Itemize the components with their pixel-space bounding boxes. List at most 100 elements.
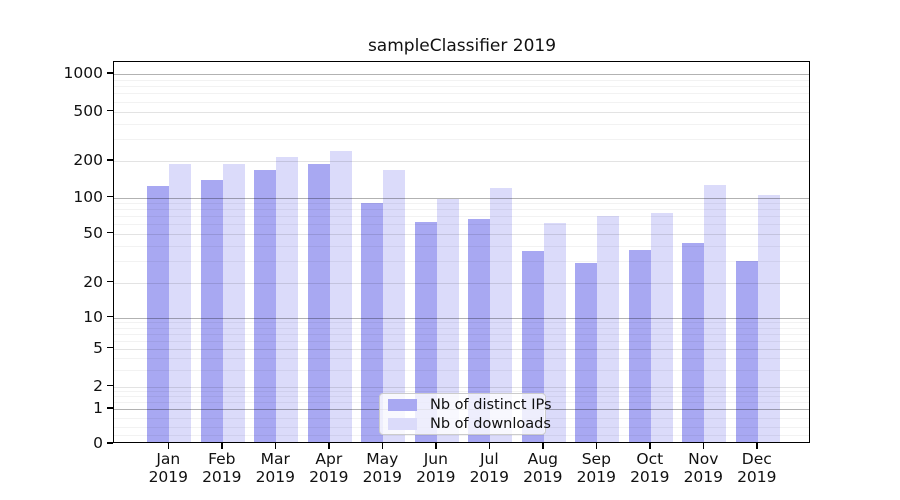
x-axis-tick (435, 443, 437, 449)
x-axis-tick-label: Oct 2019 (630, 450, 670, 486)
x-axis-tick-label: Apr 2019 (309, 450, 349, 486)
x-axis-tick-label: Mar 2019 (255, 450, 296, 486)
x-axis-tick-label: Feb 2019 (202, 450, 242, 486)
plot-area (113, 61, 810, 443)
bar-downloads (597, 216, 620, 442)
gridline (114, 123, 809, 125)
x-axis-tick (649, 443, 651, 449)
y-axis-tick-label: 2 (93, 376, 103, 395)
x-axis-tick-label: Sep 2019 (576, 450, 617, 486)
y-axis-tick-label: 500 (73, 101, 103, 120)
legend: Nb of distinct IPs Nb of downloads (379, 393, 552, 435)
x-axis-tick-label: Jun 2019 (416, 450, 456, 486)
gridline (114, 111, 809, 113)
y-axis-tick-label: 200 (73, 151, 103, 169)
gridline (114, 224, 809, 226)
gridline (114, 282, 809, 284)
bar-distinct-ips (682, 243, 705, 442)
bar-distinct-ips (735, 261, 758, 442)
x-axis-tick-label: Jan 2019 (148, 450, 189, 486)
gridline (114, 85, 809, 87)
bar-downloads (757, 194, 780, 442)
x-axis-tick (328, 443, 330, 449)
y-axis-tick-label: 0 (93, 434, 103, 452)
y-axis-tick (107, 346, 113, 349)
bar-distinct-ips (147, 185, 170, 442)
y-axis-tick-label: 1000 (63, 63, 103, 82)
legend-item-distinct-ips: Nb of distinct IPs (380, 397, 552, 413)
y-axis-tick (107, 159, 113, 161)
legend-item-downloads: Nb of downloads (380, 416, 551, 432)
gridline (114, 139, 809, 141)
gridline (114, 357, 809, 359)
gridline (114, 233, 809, 235)
x-axis-tick-label: May 2019 (362, 450, 403, 486)
gridline (114, 245, 809, 247)
bar-distinct-ips (468, 219, 491, 442)
gridline (114, 197, 809, 199)
gridline (114, 203, 809, 205)
x-axis-tick (702, 443, 705, 449)
bar-distinct-ips (200, 179, 223, 442)
bar-downloads (704, 184, 727, 442)
x-axis-tick (221, 443, 223, 449)
x-axis-tick (756, 443, 758, 449)
gridline (114, 79, 809, 81)
y-axis-tick (107, 442, 113, 444)
gridline (114, 369, 809, 371)
bar-downloads (383, 169, 406, 442)
gridline (114, 93, 809, 95)
gridline (114, 327, 809, 329)
x-axis-tick (274, 443, 277, 449)
bar-downloads (650, 213, 673, 442)
gridline (114, 340, 809, 342)
y-axis-tick (107, 72, 113, 74)
gridline (114, 333, 809, 335)
gridline (114, 161, 809, 162)
x-axis-tick-label: Nov 2019 (683, 450, 724, 486)
gridline (114, 386, 809, 388)
legend-label-distinct-ips: Nb of distinct IPs (430, 396, 552, 413)
bar-downloads (222, 163, 245, 442)
bar-distinct-ips (361, 203, 384, 442)
x-axis-tick-label: Jul 2019 (469, 450, 510, 486)
x-axis-tick-label: Dec 2019 (737, 450, 777, 486)
x-axis-tick (167, 443, 170, 449)
gridline (114, 261, 809, 263)
legend-swatch-downloads (388, 417, 417, 430)
x-axis-tick (381, 443, 384, 449)
legend-label-downloads: Nb of downloads (430, 415, 551, 432)
legend-swatch-distinct-ips (388, 398, 417, 411)
gridline (114, 209, 809, 211)
gridline (114, 101, 809, 103)
bar-distinct-ips (307, 163, 330, 442)
y-axis-tick-label: 5 (93, 338, 103, 357)
gridline (114, 435, 809, 437)
y-axis-tick (107, 231, 113, 234)
bar-downloads (436, 199, 459, 442)
y-axis-tick (107, 109, 113, 112)
y-axis-tick (107, 195, 113, 198)
y-axis-tick (107, 384, 113, 387)
gridline (114, 390, 809, 392)
y-axis-tick-label: 100 (73, 187, 103, 206)
y-axis-tick-label: 1 (93, 399, 103, 417)
y-axis-tick (107, 280, 113, 283)
x-axis-tick (542, 443, 544, 449)
y-axis-tick (107, 315, 113, 318)
bar-downloads (329, 151, 352, 442)
bar-distinct-ips (628, 249, 651, 442)
y-axis-tick (107, 407, 113, 409)
bar-downloads (543, 222, 566, 442)
bar-distinct-ips (414, 221, 437, 442)
gridline (114, 322, 809, 324)
bar-downloads (276, 157, 299, 442)
y-axis-tick-label: 50 (83, 223, 103, 242)
chart-title: sampleClassifier 2019 (367, 36, 557, 56)
x-axis-tick (595, 443, 598, 449)
bar-downloads (490, 188, 513, 442)
gridline (114, 216, 809, 218)
bar-distinct-ips (254, 169, 277, 442)
bar-distinct-ips (575, 262, 598, 442)
